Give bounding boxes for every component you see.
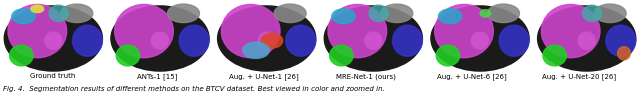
Ellipse shape [541, 4, 600, 58]
Ellipse shape [261, 33, 283, 48]
Ellipse shape [179, 25, 209, 56]
Circle shape [365, 32, 382, 49]
Ellipse shape [324, 6, 422, 71]
Circle shape [258, 32, 275, 49]
Ellipse shape [4, 6, 102, 71]
Ellipse shape [61, 4, 93, 23]
Ellipse shape [8, 4, 67, 58]
Ellipse shape [538, 6, 636, 71]
Ellipse shape [480, 10, 491, 17]
Ellipse shape [594, 4, 626, 23]
Ellipse shape [31, 5, 44, 13]
Ellipse shape [168, 4, 200, 23]
Ellipse shape [392, 25, 422, 56]
Ellipse shape [332, 9, 355, 24]
Ellipse shape [606, 25, 636, 56]
Text: Aug. + U-Net-20 [26]: Aug. + U-Net-20 [26] [542, 73, 616, 80]
Ellipse shape [286, 25, 316, 56]
Circle shape [472, 32, 488, 49]
Ellipse shape [115, 4, 173, 58]
Ellipse shape [328, 4, 387, 58]
Text: Fig. 4.  Segmentation results of different methods on the BTCV dataset. Best vie: Fig. 4. Segmentation results of differen… [3, 86, 385, 92]
Ellipse shape [438, 9, 462, 24]
Ellipse shape [330, 45, 353, 66]
Ellipse shape [499, 25, 529, 56]
Text: ANTs-1 [15]: ANTs-1 [15] [136, 73, 177, 80]
Circle shape [152, 32, 168, 49]
Ellipse shape [582, 5, 602, 21]
Ellipse shape [111, 6, 209, 71]
Ellipse shape [543, 45, 566, 66]
Ellipse shape [116, 45, 140, 66]
Text: Aug. + U-Net-6 [26]: Aug. + U-Net-6 [26] [437, 73, 506, 80]
Ellipse shape [435, 4, 493, 58]
Ellipse shape [488, 4, 520, 23]
Ellipse shape [274, 4, 306, 23]
Ellipse shape [618, 47, 630, 60]
Ellipse shape [10, 45, 33, 66]
Ellipse shape [431, 6, 529, 71]
Circle shape [45, 32, 62, 49]
Circle shape [578, 32, 595, 49]
Ellipse shape [221, 4, 280, 58]
Text: MRE-Net-1 (ours): MRE-Net-1 (ours) [336, 73, 396, 80]
Ellipse shape [436, 45, 460, 66]
Ellipse shape [369, 5, 388, 21]
Ellipse shape [381, 4, 413, 23]
Ellipse shape [49, 5, 68, 21]
Ellipse shape [72, 25, 102, 56]
Ellipse shape [243, 42, 269, 59]
Text: Aug. + U-Net-1 [26]: Aug. + U-Net-1 [26] [230, 73, 299, 80]
Text: Ground truth: Ground truth [31, 73, 76, 79]
Ellipse shape [12, 9, 35, 24]
Ellipse shape [218, 6, 316, 71]
